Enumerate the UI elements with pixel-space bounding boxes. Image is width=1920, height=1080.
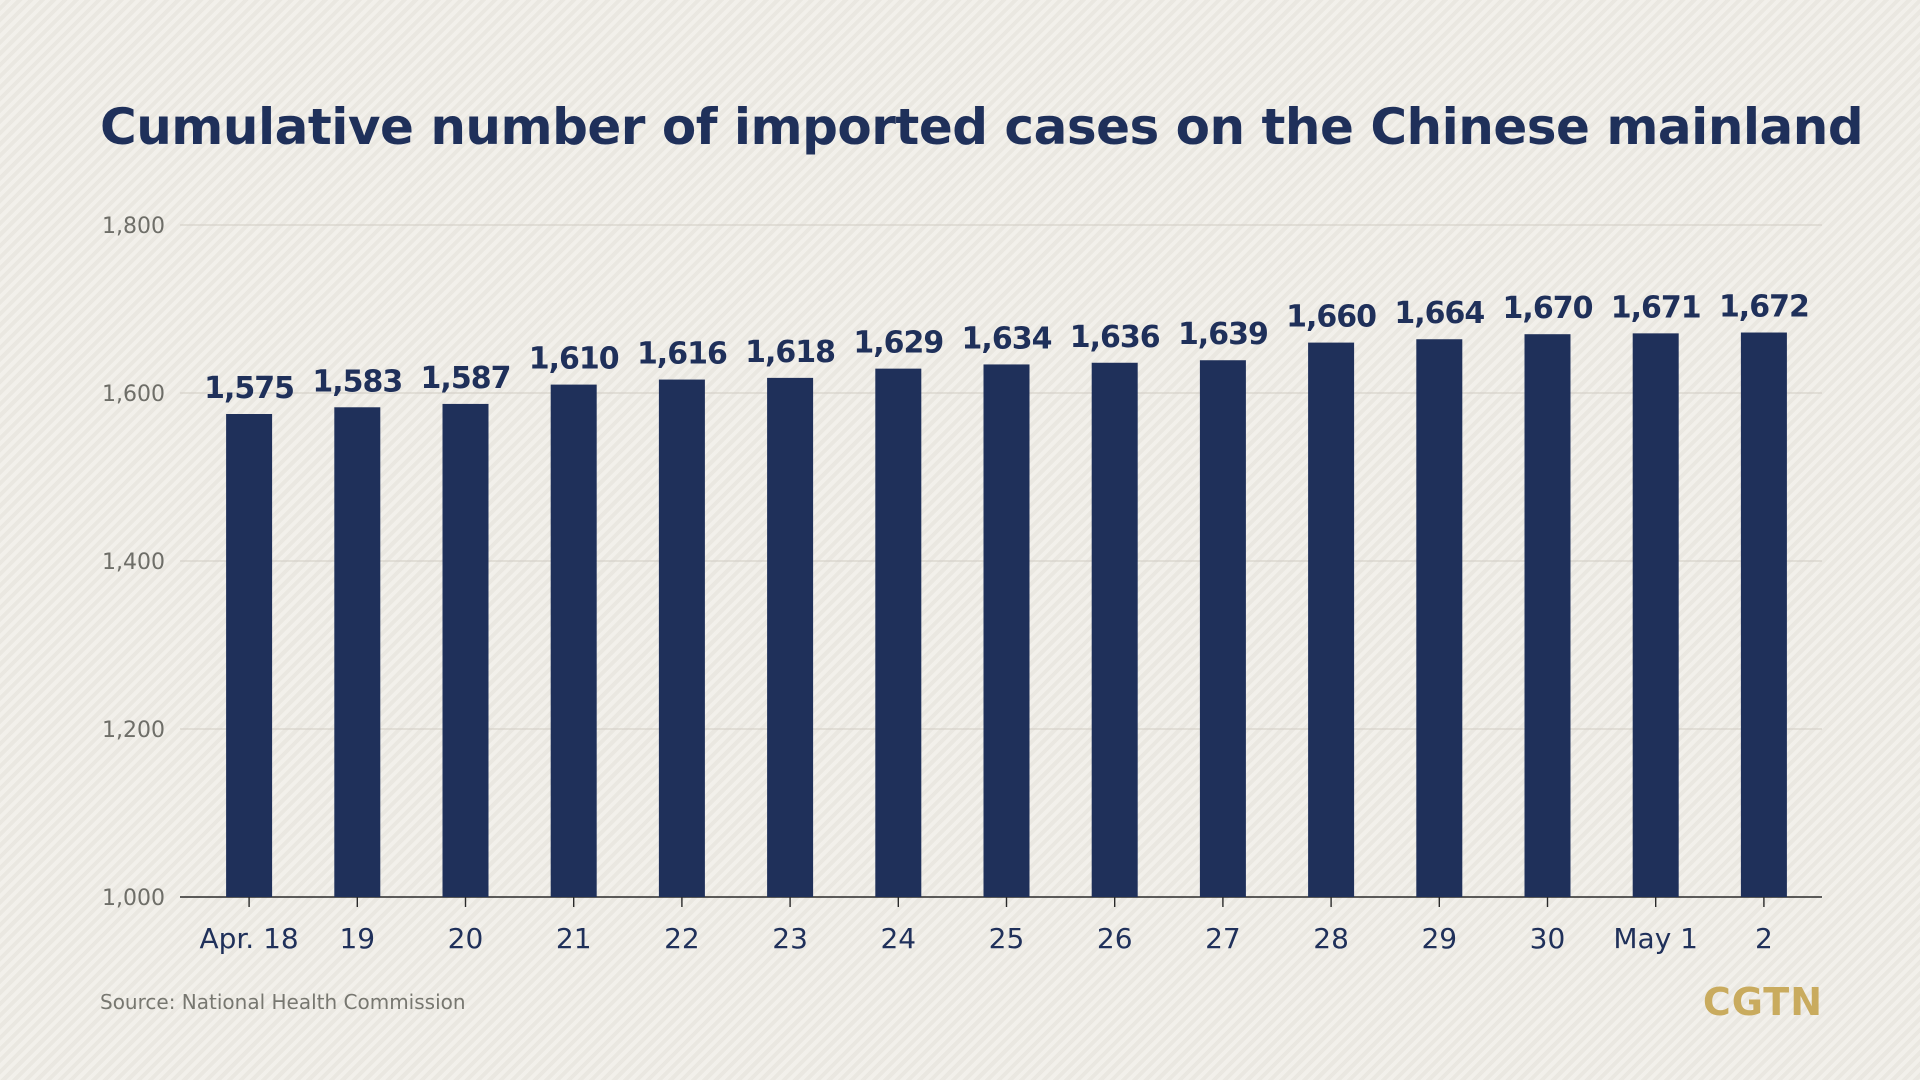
source-note: Source: National Health Commission <box>100 990 466 1014</box>
bar-value-label: 1,636 <box>1070 320 1160 355</box>
bar <box>226 414 273 897</box>
bar-value-label: 1,610 <box>529 342 619 377</box>
y-tick-label: 1,200 <box>102 718 165 743</box>
x-tick-label: May 1 <box>1613 922 1698 955</box>
x-tick-label: 28 <box>1313 922 1349 955</box>
bar <box>1199 360 1246 897</box>
x-tick-label: 30 <box>1530 922 1566 955</box>
bar-value-label: 1,670 <box>1503 291 1593 326</box>
bar-value-label: 1,575 <box>204 371 294 406</box>
bars <box>226 332 1787 898</box>
x-tick-label: 20 <box>448 922 484 955</box>
bar <box>550 384 597 898</box>
bar-value-label: 1,664 <box>1394 296 1484 331</box>
bar <box>1524 334 1571 897</box>
bar-value-label: 1,583 <box>312 364 402 399</box>
y-tick-label: 1,600 <box>102 382 165 407</box>
chart-title: Cumulative number of imported cases on t… <box>100 98 1864 156</box>
x-tick-label: Apr. 18 <box>199 922 298 955</box>
x-axis-ticks: Apr. 18 19 20 21 22 23 24 25 26 27 28 29 30 May 1 2 <box>199 897 1773 955</box>
x-tick-label: 22 <box>664 922 700 955</box>
bar <box>1632 333 1679 897</box>
cgtn-logo: CGTN <box>1702 980 1823 1024</box>
bar-value-label: 1,672 <box>1719 290 1809 325</box>
bar <box>875 368 922 897</box>
bar-value-label: 1,639 <box>1178 317 1268 352</box>
x-tick-label: 21 <box>556 922 592 955</box>
bar <box>1740 332 1787 897</box>
bar-value-label: 1,634 <box>962 321 1052 356</box>
bar <box>983 364 1030 897</box>
x-tick-label: 19 <box>339 922 375 955</box>
bar <box>334 407 381 897</box>
bar-value-label: 1,671 <box>1611 290 1701 325</box>
bar-value-label: 1,618 <box>745 335 835 370</box>
x-tick-label: 23 <box>772 922 808 955</box>
x-tick-label: 24 <box>880 922 916 955</box>
y-tick-label: 1,800 <box>102 214 165 239</box>
bar-value-label: 1,616 <box>637 337 727 372</box>
bar-value-label: 1,660 <box>1286 300 1376 335</box>
x-tick-label: 25 <box>989 922 1025 955</box>
bar <box>658 379 705 897</box>
bar <box>767 377 814 897</box>
value-labels: 1,575 1,583 1,587 1,610 1,616 1,618 1,629 1,634… <box>204 290 1810 406</box>
x-tick-label: 29 <box>1421 922 1457 955</box>
bar <box>442 403 489 897</box>
y-axis-ticks: 1,000 1,200 1,400 1,600 1,800 <box>102 214 165 911</box>
bar <box>1308 342 1355 898</box>
bar-value-label: 1,587 <box>421 361 511 396</box>
bar <box>1091 362 1138 897</box>
y-tick-label: 1,400 <box>102 550 165 575</box>
x-tick-label: 2 <box>1755 922 1773 955</box>
bar <box>1416 339 1463 897</box>
x-tick-label: 26 <box>1097 922 1133 955</box>
x-tick-label: 27 <box>1205 922 1241 955</box>
y-tick-label: 1,000 <box>102 886 165 911</box>
bar-value-label: 1,629 <box>853 326 943 361</box>
